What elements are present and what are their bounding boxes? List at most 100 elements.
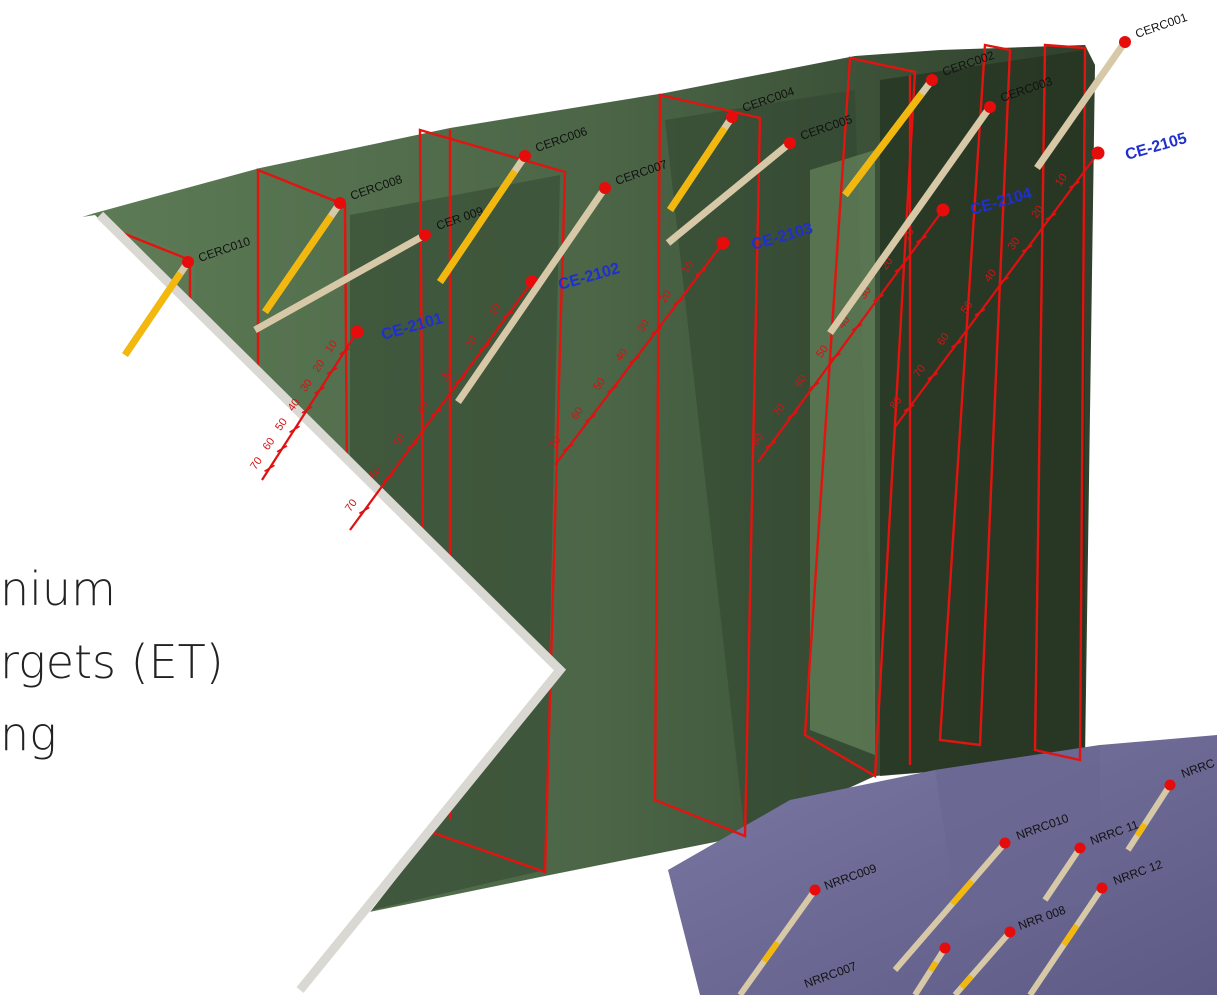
mineralized-interval [1061,923,1080,947]
green-light-face [810,150,875,755]
depth-label: 70 [911,363,928,380]
mineralized-interval [1134,822,1148,838]
depth-tick [673,297,685,306]
depth-tick [873,294,884,302]
depth-tick [358,506,370,515]
green-shadow-face [880,50,1085,776]
hole-label: CERC001 [1133,10,1189,41]
collar-marker [984,101,996,113]
core-segment [253,231,427,334]
mineralized-interval [959,974,974,990]
depth-label: 70 [343,497,360,514]
depth-label: 30 [298,377,315,394]
depth-label: 10 [1053,172,1070,189]
core-segment [1125,783,1173,852]
depth-tick [264,464,275,473]
depth-label: 60 [793,373,810,390]
collar-marker [419,229,431,241]
depth-tick [276,445,288,453]
collar-marker [1004,926,1016,938]
trace-line [261,331,358,481]
section-panel [653,93,762,838]
depth-tick [1068,181,1080,189]
collar-marker [1096,882,1108,894]
depth-label: 20 [311,358,328,375]
depth-tick [314,386,325,395]
core-segment [892,841,1008,972]
depth-tick [326,367,338,375]
depth-label: 40 [613,347,630,364]
depth-tick [808,382,820,390]
depth-tick [502,310,514,319]
depth-label: 70 [547,434,564,451]
core-segment [1034,39,1128,171]
collar-marker [926,74,938,86]
depth-tick [851,323,863,331]
depth-tick [787,411,798,419]
collar-marker [1091,146,1105,160]
depth-label: 20 [657,288,674,305]
depth-tick [454,376,466,384]
core-segment [827,104,993,336]
section-panel [938,43,1012,747]
depth-tick [430,408,442,417]
depth-tick [382,474,394,482]
depth-label: 30 [439,367,456,384]
depth-tick [562,443,574,452]
core-segment [455,186,608,404]
depth-label: 60 [569,405,586,422]
depth-label: 40 [286,397,303,414]
depth-tick [607,385,618,393]
depth-tick [1021,244,1033,253]
depth-label: 30 [1006,235,1023,252]
collar-marker [939,942,951,954]
depth-tick [651,326,663,335]
trace-line [894,152,1099,428]
depth-label: 10 [487,301,504,318]
collar-marker [936,203,950,217]
depth-label: 50 [591,376,608,393]
depth-tick [927,372,939,380]
collar-marker [1074,842,1086,854]
section-panel [803,56,917,779]
collar-marker [784,137,796,149]
depth-label: 10 [323,338,340,355]
collar-marker [1164,779,1176,791]
mineralized-interval [949,879,975,906]
mineralized-interval [667,126,728,212]
depth-label: 20 [463,334,480,351]
depth-label: 60 [261,436,278,453]
collar-marker [726,111,738,123]
collar-marker [999,837,1011,849]
depth-tick [830,352,841,361]
depth-tick [765,440,777,449]
title-line-1: nium [0,562,116,616]
section-panel [1033,43,1087,762]
core-segment [912,946,948,995]
ce-hole-label: CE-2105 [1123,130,1188,164]
trace-line [757,209,944,463]
depth-label: 80 [888,395,905,412]
depth-label: 40 [415,399,432,416]
collar-marker [809,884,821,896]
core-segment [1042,846,1083,902]
depth-tick [695,268,707,276]
depth-tick [584,414,596,422]
depth-label: 70 [771,402,788,419]
mineralized-interval [928,960,939,973]
depth-tick [1045,213,1057,221]
depth-tick [478,343,490,351]
depth-label: 40 [982,267,999,284]
depth-tick [301,406,313,414]
trace-line [349,281,533,531]
collar-marker [1119,36,1131,48]
depth-label: 50 [391,432,408,449]
collar-marker [599,182,611,194]
depth-tick [903,404,915,412]
chevron-overlay [0,215,560,995]
mineralized-interval [842,91,925,198]
collar-marker [182,256,194,268]
depth-label: 60 [367,465,384,482]
title-line-2: rgets (ET) [0,635,224,689]
